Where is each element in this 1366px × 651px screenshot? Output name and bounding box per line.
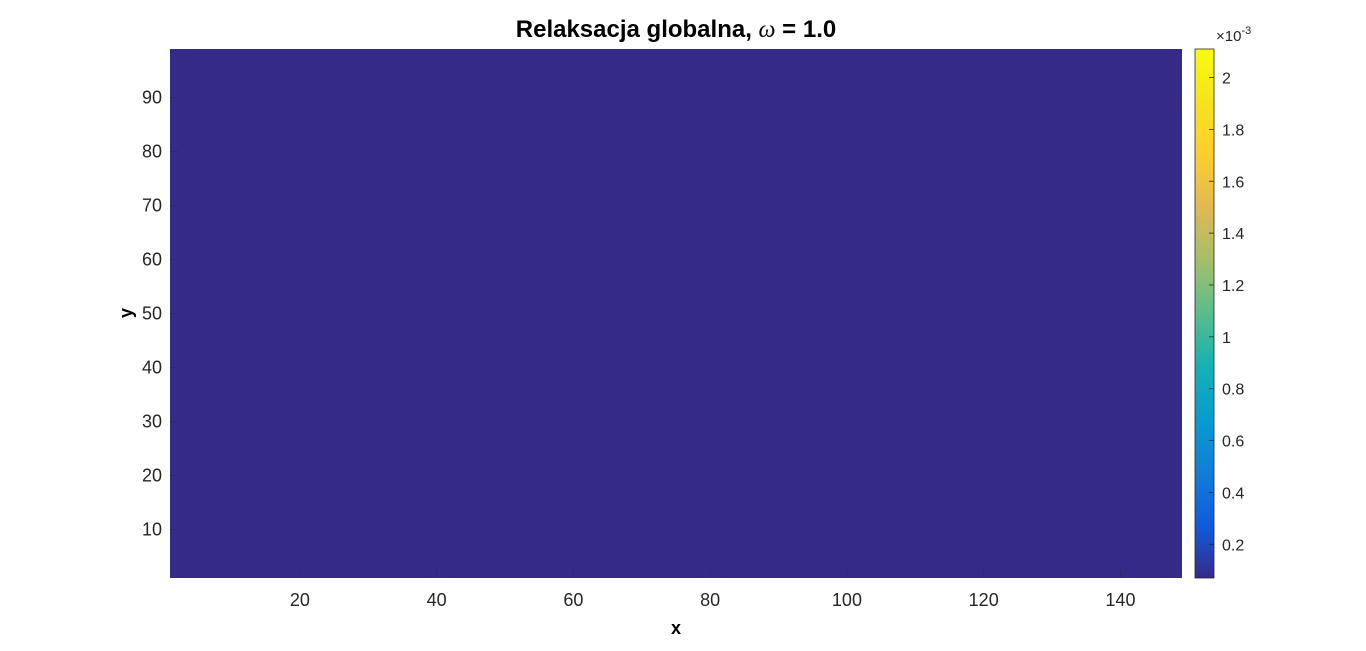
title-prefix: Relaksacja globalna, [516,16,759,43]
y-tick-label: 80 [142,142,162,162]
colorbar-multiplier: ×10 [1216,28,1241,45]
colorbar: 0.2 0.4 0.6 0.8 1 1.2 1.4 1.6 1.8 2 ×10-3 [1194,25,1251,579]
colorbar-tick-label: 0.8 [1222,382,1244,399]
x-tick-label: 100 [832,590,862,610]
y-axis-label: y [116,308,136,318]
title-suffix: = 1.0 [776,16,837,43]
colorbar-tick-label: 0.6 [1222,434,1244,451]
chart-title: Relaksacja globalna, ω = 1.0 [516,16,836,43]
colorbar-tick-label: 0.4 [1222,485,1244,502]
colorbar-tick-label: 1.4 [1222,226,1244,243]
x-tick-label: 40 [427,590,447,610]
y-tick-label: 10 [142,519,162,539]
colorbar-tick-label: 1 [1222,330,1231,347]
colorbar-tick-label: 1.2 [1222,278,1244,295]
colorbar-tick-label: 1.6 [1222,174,1244,191]
y-tick-label: 60 [142,250,162,270]
colorbar-tick-label: 1.8 [1222,122,1244,139]
colorbar-tick-label: 2 [1222,71,1231,88]
colorbar-scale [1194,48,1215,579]
y-tick-label: 90 [142,88,162,108]
plot-area: 20 40 60 80 100 120 140 10 20 30 40 50 60 70 80 90 [142,49,1182,610]
y-tick-label: 40 [142,357,162,377]
x-tick-label: 120 [969,590,999,610]
colorbar-tick-label: 0.2 [1222,537,1244,554]
x-tick-label: 140 [1105,590,1135,610]
y-tick-label: 30 [142,411,162,431]
x-axis-label: x [671,618,681,638]
y-tick-label: 20 [142,465,162,485]
x-tick-label: 80 [700,590,720,610]
y-tick-label: 70 [142,196,162,216]
colorbar-ticks: 0.2 0.4 0.6 0.8 1 1.2 1.4 1.6 1.8 2 [1209,71,1244,554]
title-omega: ω [759,17,776,43]
colorbar-exponent: ×10-3 [1216,25,1251,45]
x-tick-label: 20 [290,590,310,610]
y-ticks: 10 20 30 40 50 60 70 80 90 [142,88,178,539]
colorbar-exponent-value: -3 [1241,25,1251,37]
heatmap-field [170,49,1182,578]
y-tick-label: 50 [142,304,162,324]
x-ticks: 20 40 60 80 100 120 140 [290,570,1135,610]
x-tick-label: 60 [563,590,583,610]
